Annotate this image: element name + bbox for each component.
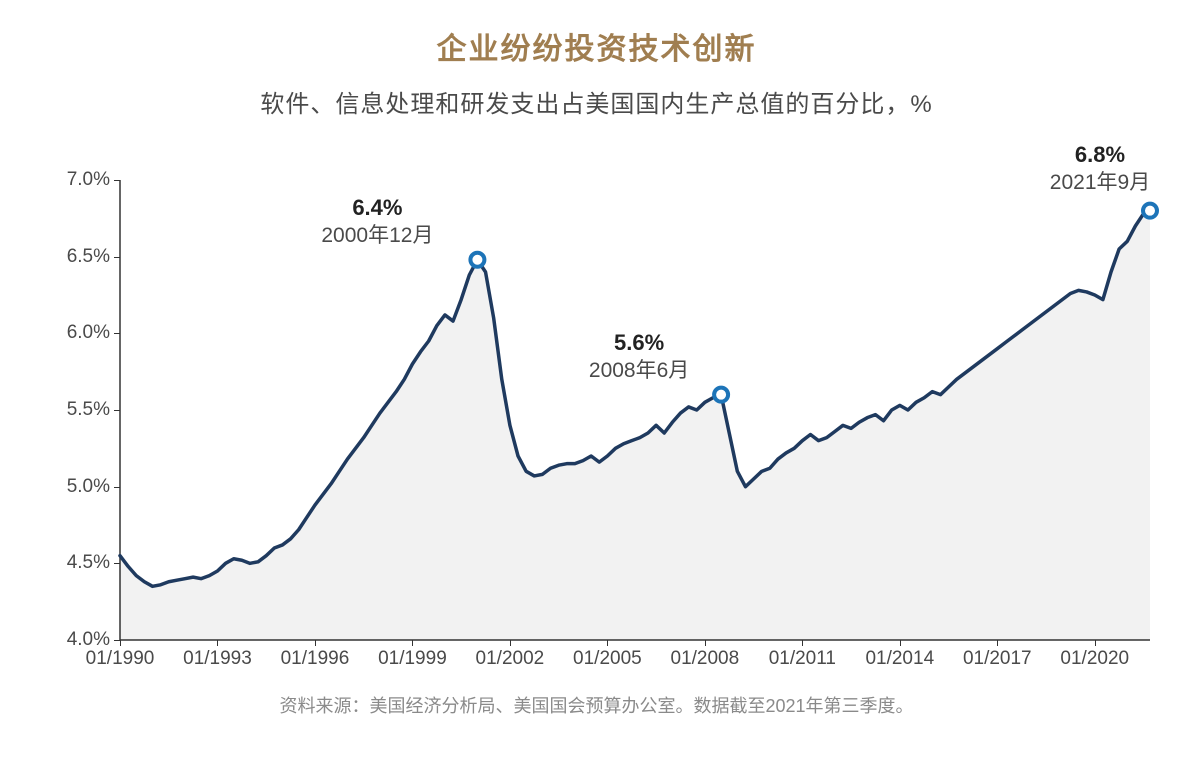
chart-annotation: 6.8%2021年9月 bbox=[1050, 141, 1150, 197]
chart-area-fill bbox=[120, 211, 1150, 640]
y-tick-label: 4.5% bbox=[67, 552, 120, 574]
y-tick-label: 7.0% bbox=[67, 169, 120, 191]
chart-source: 资料来源：美国经济分析局、美国国会预算办公室。数据截至2021年第三季度。 bbox=[0, 692, 1193, 718]
x-tick-label: 01/2005 bbox=[573, 640, 642, 670]
chart-marker bbox=[470, 253, 484, 267]
annotation-date: 2008年6月 bbox=[589, 357, 689, 384]
annotation-value: 6.8% bbox=[1050, 141, 1150, 170]
annotation-date: 2021年9月 bbox=[1050, 169, 1150, 196]
annotation-date: 2000年12月 bbox=[321, 222, 433, 249]
annotation-value: 6.4% bbox=[321, 194, 433, 223]
x-tick-label: 01/1999 bbox=[378, 640, 447, 670]
chart-container: 企业纷纷投资技术创新 软件、信息处理和研发支出占美国国内生产总值的百分比，% 4… bbox=[0, 0, 1193, 767]
plot-area: 4.0%4.5%5.0%5.5%6.0%6.5%7.0%01/199001/19… bbox=[120, 180, 1150, 640]
x-tick-label: 01/2008 bbox=[671, 640, 740, 670]
y-tick-label: 5.5% bbox=[67, 399, 120, 421]
chart-marker bbox=[1143, 204, 1157, 218]
x-tick-label: 01/1996 bbox=[281, 640, 350, 670]
y-tick-label: 6.5% bbox=[67, 246, 120, 268]
chart-subtitle: 软件、信息处理和研发支出占美国国内生产总值的百分比，% bbox=[0, 84, 1193, 119]
chart-annotation: 5.6%2008年6月 bbox=[589, 329, 689, 385]
plot-svg bbox=[120, 180, 1150, 640]
x-tick-label: 01/2017 bbox=[963, 640, 1032, 670]
x-tick-label: 01/2011 bbox=[769, 640, 836, 670]
x-tick-label: 01/2014 bbox=[865, 640, 934, 670]
y-tick-label: 5.0% bbox=[67, 476, 120, 498]
x-tick-label: 01/1993 bbox=[183, 640, 252, 670]
chart-annotation: 6.4%2000年12月 bbox=[321, 194, 433, 250]
chart-marker bbox=[714, 388, 728, 402]
x-tick-label: 01/2002 bbox=[476, 640, 545, 670]
y-tick-label: 6.0% bbox=[67, 322, 120, 344]
x-tick-label: 01/1990 bbox=[86, 640, 155, 670]
annotation-value: 5.6% bbox=[589, 329, 689, 358]
chart-title: 企业纷纷投资技术创新 bbox=[0, 0, 1193, 68]
x-tick-label: 01/2020 bbox=[1060, 640, 1129, 670]
